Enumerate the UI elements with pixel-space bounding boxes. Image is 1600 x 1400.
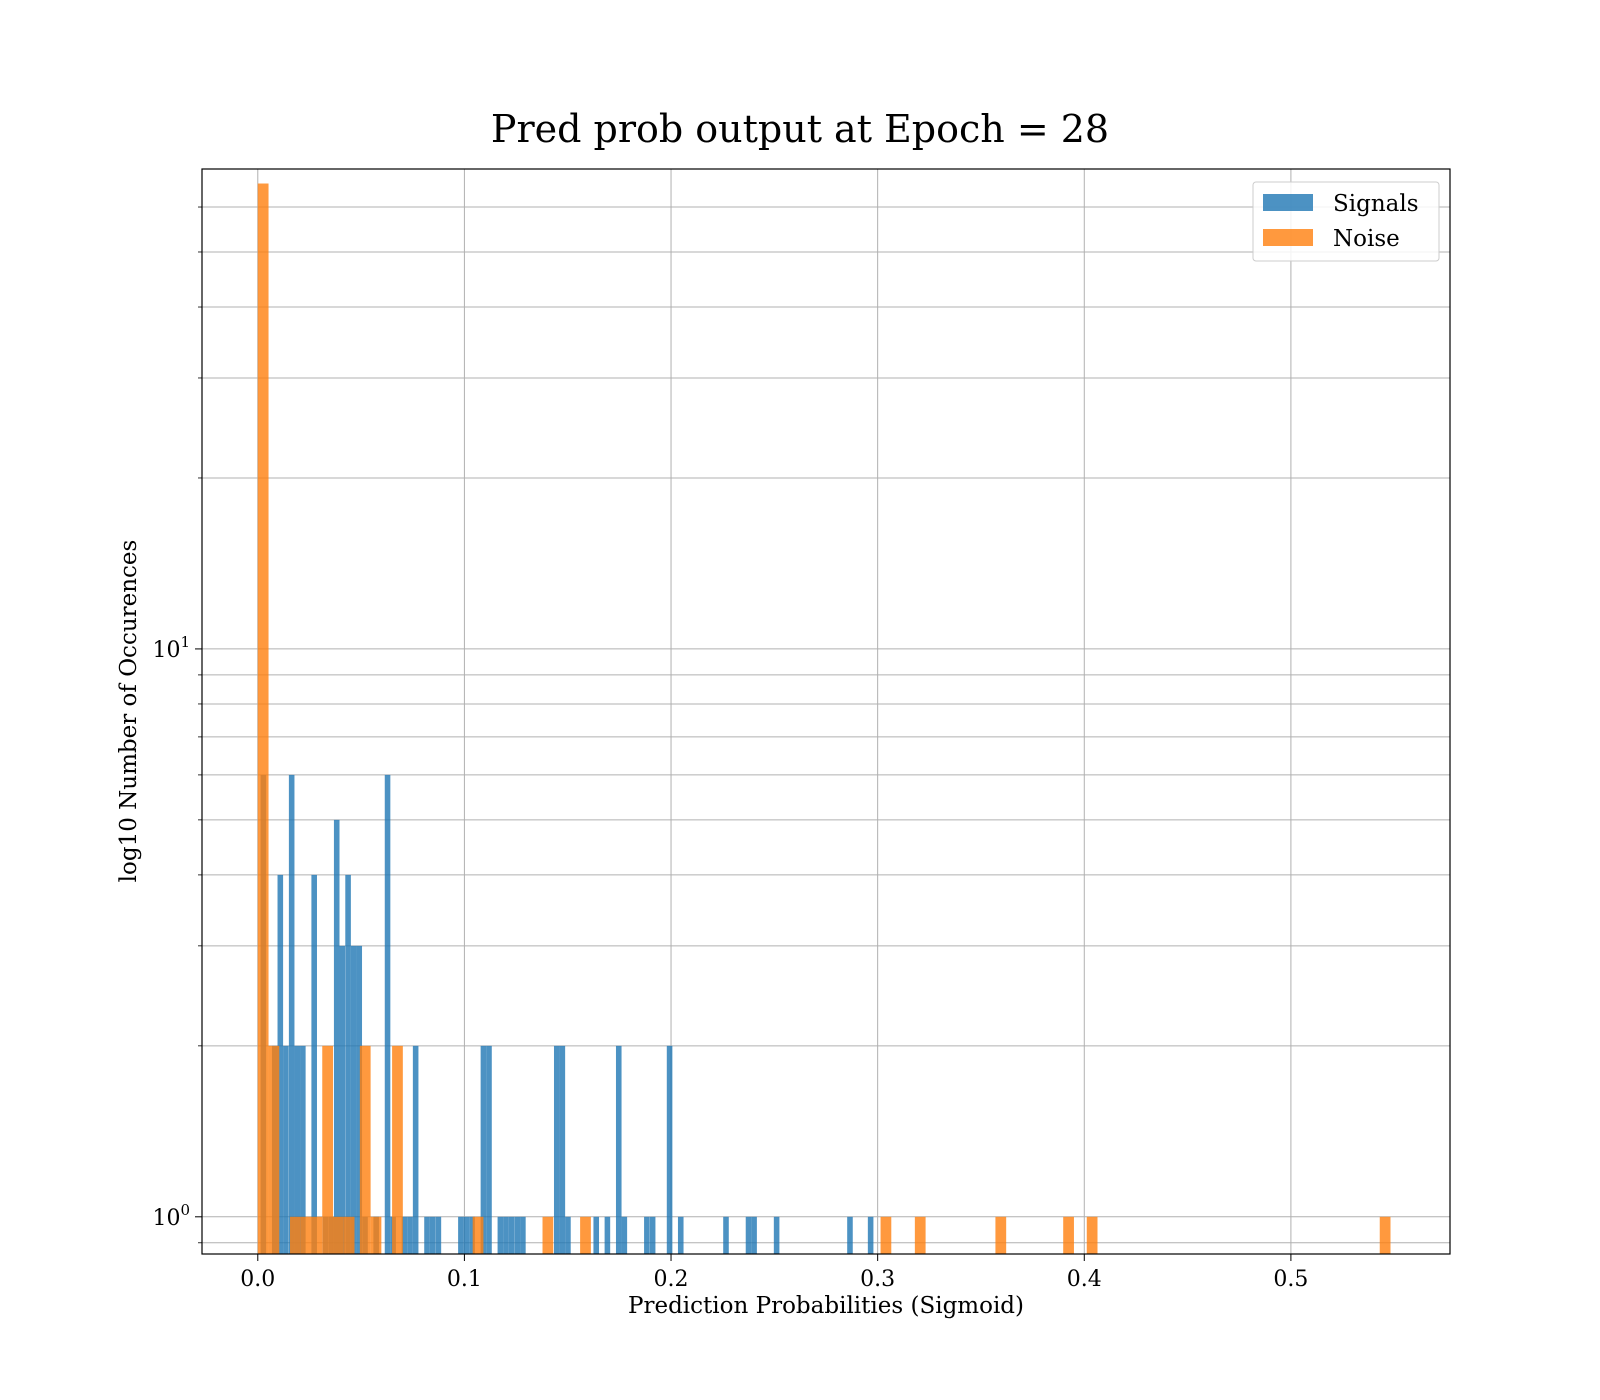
x-tick-label: 0.5: [1273, 1267, 1308, 1292]
signals-bar: [435, 1216, 442, 1254]
y-tick-label: 101: [152, 633, 190, 663]
signals-bar: [621, 1216, 628, 1254]
noise-bar: [995, 1216, 1007, 1254]
noise-bar: [359, 1045, 371, 1254]
signals-bar: [277, 874, 284, 1254]
signals-bar: [751, 1216, 757, 1254]
signals-bar: [294, 1045, 301, 1254]
noise-bar: [1063, 1216, 1074, 1254]
signals-bar: [480, 1045, 487, 1254]
signals-bar: [497, 1216, 504, 1254]
signals-bar: [773, 1216, 780, 1254]
signals-bar: [429, 1216, 436, 1254]
noise-bar: [472, 1216, 484, 1254]
x-axis-label: Prediction Probabilities (Sigmoid): [628, 1293, 1024, 1319]
noise-bar: [370, 1216, 382, 1254]
noise-bar: [257, 183, 269, 1255]
noise-bar: [343, 1216, 355, 1254]
signals-bar: [593, 1216, 600, 1254]
signals-bar: [463, 1216, 470, 1254]
signals-bar: [300, 1045, 306, 1254]
noise-bar: [311, 1216, 323, 1254]
noise-bar: [880, 1216, 892, 1254]
noise-bar: [914, 1216, 926, 1254]
signals-bar: [412, 1045, 419, 1254]
y-tick-label: 100: [152, 1201, 190, 1231]
axis-ticks: 0.0 0.1 0.2 0.3 0.4 0.5 100 101: [152, 206, 1308, 1292]
legend: Signals Noise: [1252, 181, 1440, 262]
grid-lines: [202, 169, 1450, 1254]
signals-bar: [559, 1045, 566, 1254]
noise-bar: [290, 1216, 301, 1254]
signals-bar: [288, 774, 295, 1254]
signals-bar: [311, 874, 317, 1254]
signals-bar: [333, 819, 340, 1254]
x-tick-label: 0.3: [860, 1267, 895, 1292]
signals-bar: [283, 1045, 289, 1254]
plot-frame: [201, 168, 1451, 1255]
legend-label-signals: Signals: [1333, 191, 1419, 217]
signals-bar: [723, 1216, 729, 1254]
signals-bar: [508, 1216, 515, 1254]
noise-bar: [1379, 1216, 1391, 1254]
legend-label-noise: Noise: [1333, 226, 1400, 252]
signals-bar: [649, 1216, 656, 1254]
signals-bar: [458, 1216, 464, 1254]
signals-bar: [553, 1045, 560, 1254]
signals-bar: [339, 945, 346, 1254]
signals-bar: [745, 1216, 752, 1254]
signals-bar: [424, 1216, 430, 1254]
x-tick-label: 0.2: [654, 1267, 689, 1292]
signals-bar: [407, 1216, 413, 1254]
x-tick-label: 0.1: [447, 1267, 482, 1292]
signals-bar: [345, 874, 351, 1254]
noise-bar: [542, 1216, 554, 1254]
signals-bar: [469, 1216, 475, 1254]
legend-swatch-signals: [1263, 194, 1313, 211]
signals-bar: [514, 1216, 521, 1254]
signals-bar: [847, 1216, 853, 1254]
x-tick-label: 0.0: [240, 1267, 275, 1292]
signals-bar: [486, 1045, 492, 1254]
signals-bar: [565, 1216, 571, 1254]
signals-bar: [356, 945, 363, 1254]
x-tick-label: 0.4: [1067, 1267, 1102, 1292]
noise-bar: [268, 1045, 280, 1254]
chart-title: Pred prob output at Epoch = 28: [491, 107, 1109, 151]
signals-bar: [503, 1216, 509, 1254]
histogram-bars: [257, 183, 1391, 1255]
signals-bar: [644, 1216, 650, 1254]
signals-bar: [520, 1216, 526, 1254]
signals-bar: [615, 1045, 622, 1254]
y-axis-label: log10 Number of Occurences: [116, 540, 142, 883]
legend-swatch-noise: [1263, 229, 1313, 246]
noise-bar: [392, 1045, 403, 1254]
signals-bar: [384, 774, 391, 1254]
noise-bar: [332, 1216, 344, 1254]
signals-bar: [867, 1216, 874, 1254]
signals-bar: [666, 1045, 673, 1254]
noise-bar: [300, 1216, 312, 1254]
signals-bar: [350, 945, 357, 1254]
signals-bar: [677, 1216, 684, 1254]
noise-bar: [1086, 1216, 1098, 1254]
noise-bar: [580, 1216, 591, 1254]
noise-bar: [322, 1045, 333, 1254]
signals-bar: [401, 1216, 408, 1254]
signals-bar: [604, 1216, 611, 1254]
